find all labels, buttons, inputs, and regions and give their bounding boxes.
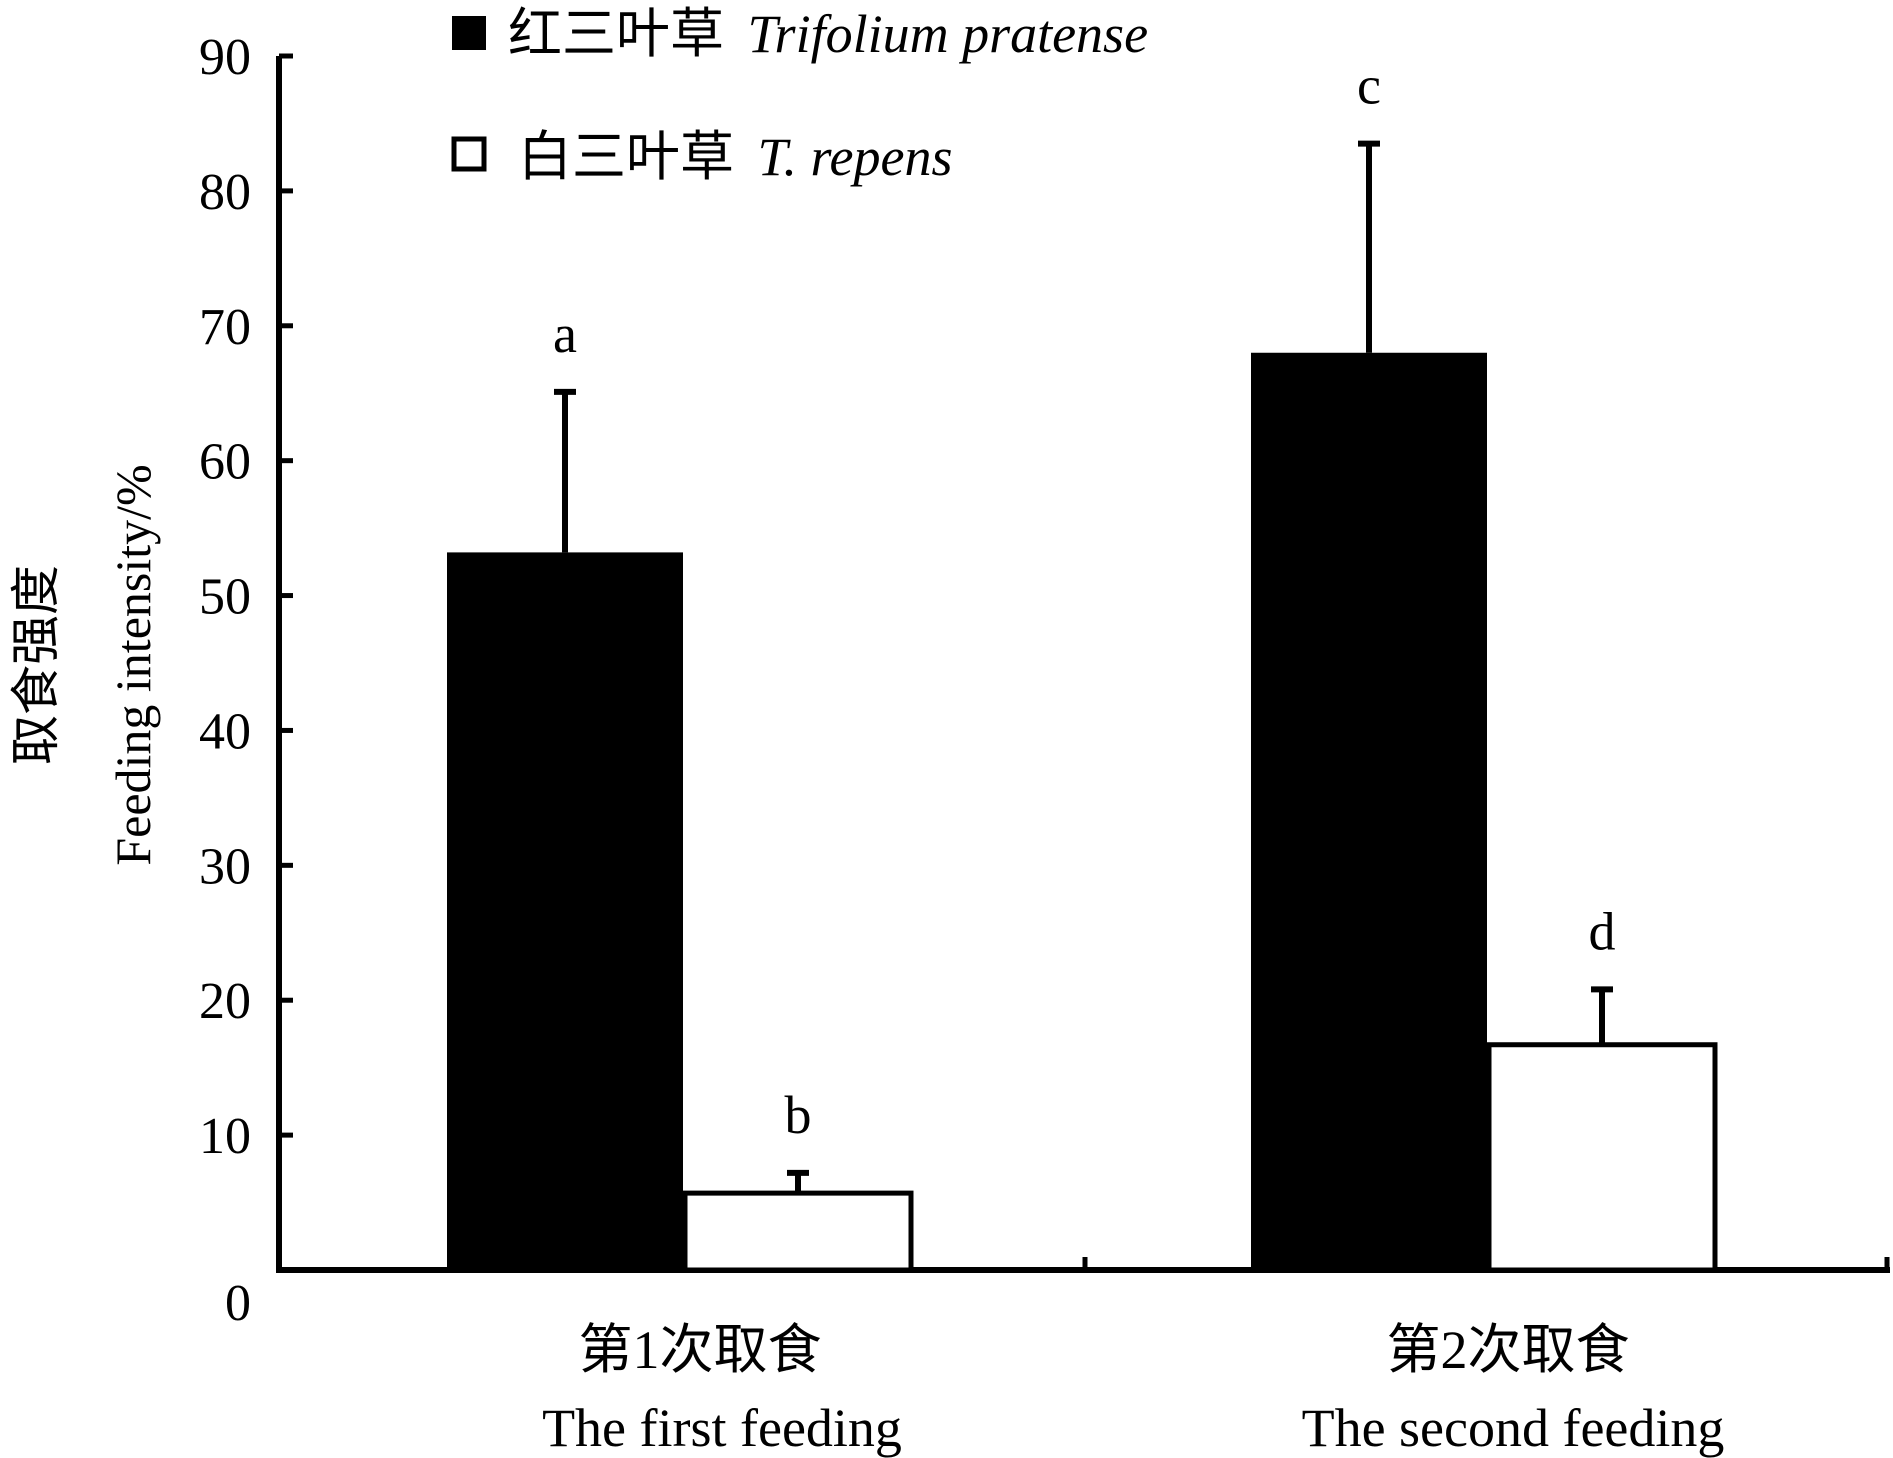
legend: 红三叶草 Trifolium pratense 白三叶草 T. repens bbox=[451, 4, 1148, 187]
legend-swatch-red-clover bbox=[452, 16, 486, 50]
legend-latin-white-clover: T. repens bbox=[758, 127, 953, 187]
significance-letter: a bbox=[553, 304, 577, 364]
y-tick-label: 0 bbox=[225, 1275, 251, 1332]
y-axis-ticks: 0 10 20 30 40 50 60 70 80 90 bbox=[199, 29, 293, 1332]
legend-label-red-clover: 红三叶草 Trifolium pratense bbox=[508, 4, 1148, 64]
category-label-cn-first: 第1次取食 bbox=[579, 1320, 822, 1380]
legend-swatch-white-clover bbox=[451, 136, 487, 172]
bar bbox=[1251, 352, 1487, 1270]
category-label-cn-second: 第2次取食 bbox=[1387, 1320, 1630, 1380]
y-tick-label: 80 bbox=[199, 164, 251, 221]
y-tick-label: 10 bbox=[199, 1108, 251, 1165]
y-tick-label: 60 bbox=[199, 434, 251, 491]
y-tick-label: 20 bbox=[199, 973, 251, 1030]
bar bbox=[1486, 1042, 1718, 1273]
significance-letter: d bbox=[1589, 901, 1616, 961]
y-tick-label: 90 bbox=[199, 29, 251, 86]
legend-label-white-clover: 白三叶草 T. repens bbox=[518, 127, 953, 187]
bars: a b c d bbox=[447, 56, 1718, 1273]
bar bbox=[682, 1190, 914, 1273]
y-tick-label: 70 bbox=[199, 299, 251, 356]
significance-letter: c bbox=[1357, 56, 1381, 116]
legend-cn-white-clover: 白三叶草 bbox=[518, 127, 734, 187]
legend-cn-red-clover: 红三叶草 bbox=[508, 4, 724, 64]
category-label-en-first: The first feeding bbox=[542, 1398, 902, 1458]
category-label-en-second: The second feeding bbox=[1302, 1398, 1725, 1458]
y-axis-title-en: Feeding intensity/% bbox=[105, 464, 161, 865]
bar bbox=[447, 552, 683, 1270]
y-tick-label: 40 bbox=[199, 703, 251, 760]
y-tick-label: 30 bbox=[199, 838, 251, 895]
y-axis-title-cn: 取食强度 bbox=[8, 565, 64, 765]
legend-latin-red-clover: Trifolium pratense bbox=[748, 4, 1149, 64]
significance-letter: b bbox=[785, 1085, 812, 1145]
y-tick-label: 50 bbox=[199, 569, 251, 626]
